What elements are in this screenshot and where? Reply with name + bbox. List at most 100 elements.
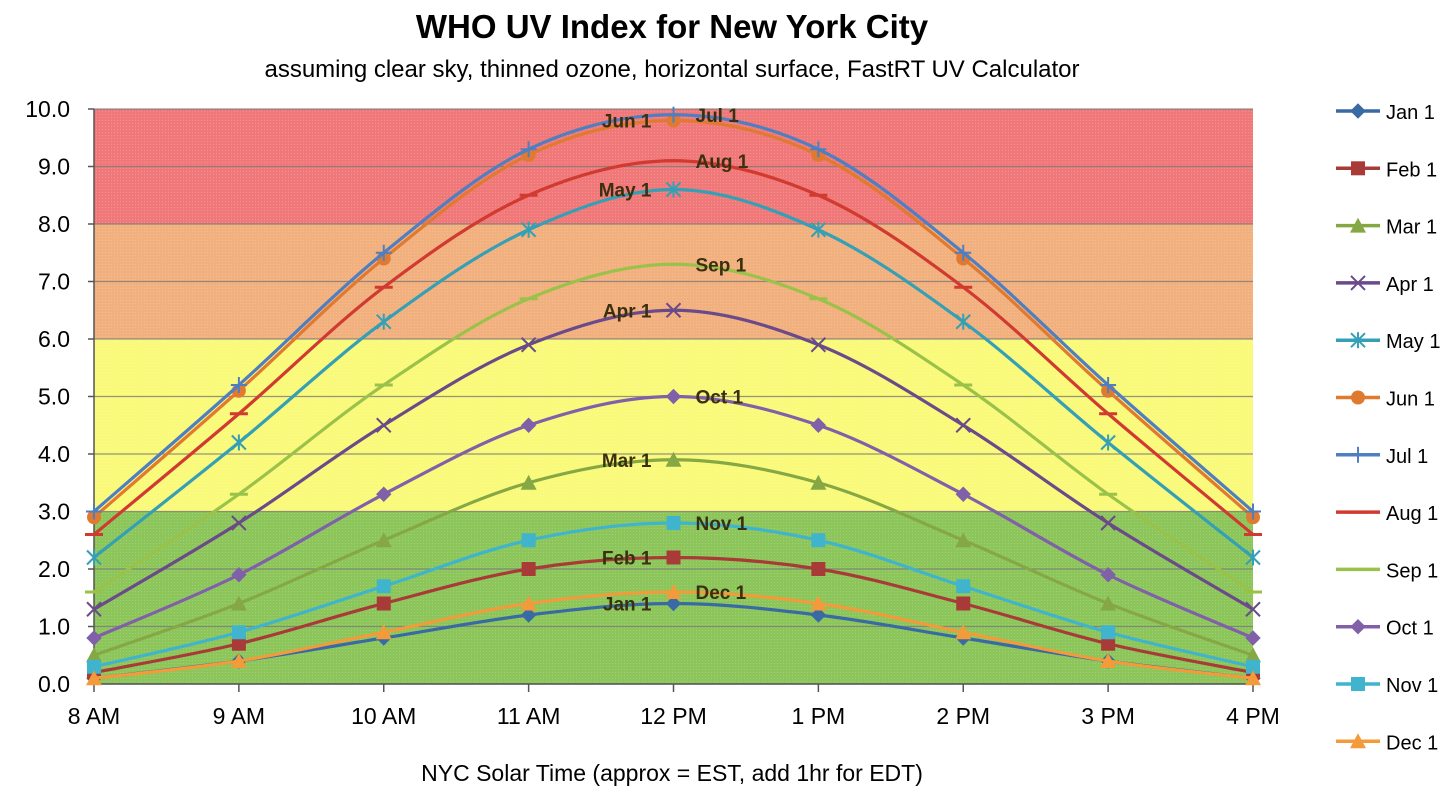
series-7	[85, 159, 1262, 536]
x-tick-label: 4 PM	[1226, 703, 1280, 729]
data-point	[810, 417, 827, 433]
legend-label: Sep 1	[1386, 560, 1438, 582]
data-point	[376, 313, 392, 330]
series-3	[86, 302, 1261, 617]
data-point	[810, 595, 827, 611]
data-point	[86, 549, 102, 566]
data-point	[1100, 567, 1116, 583]
data-point	[231, 636, 246, 651]
legend-swatch-marker	[1350, 446, 1366, 463]
data-point	[230, 377, 247, 393]
data-point	[666, 516, 681, 530]
series-8	[85, 262, 1262, 594]
data-point	[1245, 670, 1261, 686]
data-point	[956, 579, 971, 594]
data-point	[85, 590, 103, 594]
data-point	[86, 670, 102, 686]
data-point	[231, 434, 247, 451]
data-point	[375, 624, 392, 640]
legend-label: May 1	[1386, 331, 1440, 353]
data-point	[665, 106, 682, 123]
series-annotation: Nov 1	[696, 514, 748, 535]
axes: 0.0 1.0 2.0 3.0 4.0 5.0 6.0 7.0 8.0 9.0 10.0 8 AM 9 …	[25, 96, 1280, 729]
series-4	[86, 181, 1261, 566]
legend-label: Oct 1	[1386, 618, 1434, 640]
x-tick-label: 12 PM	[640, 703, 706, 729]
legend-swatch-marker	[1351, 161, 1365, 176]
data-point	[86, 601, 102, 617]
legend-item: Nov 1	[1336, 675, 1438, 697]
data-point	[955, 313, 971, 330]
series-annotation: Dec 1	[696, 583, 747, 604]
y-tick-label: 5.0	[38, 384, 70, 410]
data-point	[665, 302, 682, 318]
data-point	[955, 244, 972, 261]
series-11	[86, 584, 1261, 686]
series-annotation: Jan 1	[603, 595, 652, 616]
data-point	[1101, 636, 1116, 651]
data-point	[231, 567, 247, 583]
data-point	[1244, 533, 1262, 536]
legend-item: Mar 1	[1336, 217, 1437, 239]
chart-title: WHO UV Index for New York City	[415, 8, 929, 45]
chart-subtitle: assuming clear sky, thinned ozone, horiz…	[264, 56, 1080, 83]
legend-item: Apr 1	[1336, 274, 1434, 296]
series-annotation: Feb 1	[602, 549, 652, 570]
data-point	[86, 630, 102, 646]
legend-swatch-marker	[1350, 103, 1366, 119]
data-point	[520, 595, 537, 611]
data-point	[1100, 515, 1116, 531]
data-point	[664, 159, 683, 163]
y-tick-label: 1.0	[38, 614, 70, 640]
legend-label: Mar 1	[1386, 217, 1437, 239]
data-point	[85, 533, 103, 536]
data-point	[230, 595, 247, 611]
legend-swatch-marker	[1349, 510, 1367, 514]
series-6	[86, 106, 1261, 520]
data-point	[809, 193, 828, 197]
x-tick-label: 11 AM	[497, 703, 561, 729]
data-point	[1100, 653, 1117, 668]
legend-label: Apr 1	[1386, 274, 1434, 296]
legend-item: Feb 1	[1336, 159, 1437, 181]
y-tick-label: 7.0	[38, 269, 70, 295]
legend-label: Jun 1	[1386, 389, 1435, 411]
data-point	[955, 486, 971, 502]
legend-label: Nov 1	[1386, 675, 1438, 697]
data-point	[520, 417, 537, 433]
data-point	[665, 388, 682, 405]
series-annotations: Jul 1 Jun 1 Aug 1 May 1 Sep 1 Apr 1 Oct 1 Mar 1…	[599, 106, 749, 616]
data-point	[374, 383, 393, 387]
data-point	[664, 262, 683, 266]
legend-label: Feb 1	[1386, 159, 1437, 181]
data-point	[376, 417, 392, 433]
legend-item: Jan 1	[1336, 102, 1435, 124]
series-annotation: Jun 1	[602, 112, 652, 133]
data-point	[1100, 377, 1117, 393]
data-point	[1245, 601, 1261, 617]
series-annotation: Oct 1	[696, 388, 744, 409]
legend-swatch-marker	[1351, 390, 1365, 405]
y-tick-label: 4.0	[38, 441, 70, 467]
legend-label: Aug 1	[1386, 503, 1438, 525]
data-point	[810, 221, 827, 238]
legend-swatch-marker	[1351, 677, 1365, 691]
data-point	[86, 647, 102, 663]
data-point	[665, 181, 682, 198]
data-point	[665, 584, 682, 599]
data-point	[666, 550, 681, 565]
series-annotation: Apr 1	[603, 301, 652, 322]
y-tick-label: 10.0	[25, 96, 70, 122]
data-point	[520, 607, 537, 623]
data-point	[376, 486, 392, 502]
data-point	[1246, 659, 1260, 674]
data-point	[956, 596, 971, 611]
data-point	[955, 624, 972, 640]
series-lines	[85, 106, 1262, 686]
data-point	[521, 562, 536, 576]
data-point	[810, 141, 827, 158]
series-10	[87, 516, 1260, 674]
data-point	[810, 607, 827, 623]
data-point	[229, 412, 248, 416]
